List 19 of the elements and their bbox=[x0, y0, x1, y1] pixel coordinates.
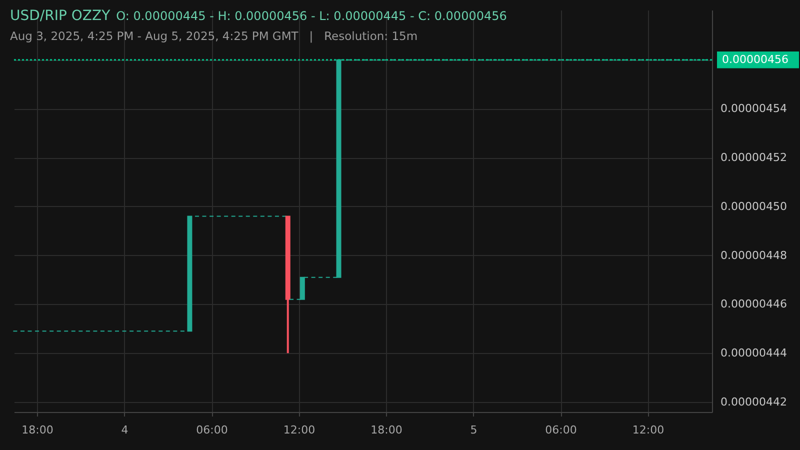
y-tick-label: 0.00000442 bbox=[720, 395, 787, 408]
y-tick-label: 0.00000446 bbox=[720, 298, 787, 311]
ref-line-label: 0.00000456 bbox=[722, 52, 788, 66]
annotation: O: 0.00000445 - H: 0.00000456 - L: 0.00000445 - C: 0.00000456 bbox=[116, 9, 507, 23]
y-tick-label: 0.00000450 bbox=[720, 200, 787, 213]
x-tick-label: 06:00 bbox=[545, 424, 577, 436]
x-tick-label: 5 bbox=[470, 424, 478, 436]
x-tick-label: 18:00 bbox=[22, 424, 54, 436]
text: Aug 3, 2025, 4:25 PM - Aug 5, 2025, 4:25 PM GMT | Resolution: 15m bbox=[10, 29, 419, 43]
x-tick-label: 4 bbox=[121, 424, 128, 436]
x-tick-label: 12:00 bbox=[632, 424, 664, 436]
y-tick-label: 0.00000448 bbox=[720, 248, 787, 262]
x-tick-label: 18:00 bbox=[370, 424, 402, 436]
y-tick-label: 0.00000452 bbox=[720, 151, 787, 164]
y-tick-label: 0.00000454 bbox=[720, 102, 787, 116]
x-tick-label: 06:00 bbox=[196, 424, 228, 436]
chart-title: USD/RIP OZZY bbox=[10, 8, 110, 24]
x-tick-label: 12:00 bbox=[283, 424, 316, 436]
y-tick-label: 0.00000444 bbox=[720, 346, 787, 360]
